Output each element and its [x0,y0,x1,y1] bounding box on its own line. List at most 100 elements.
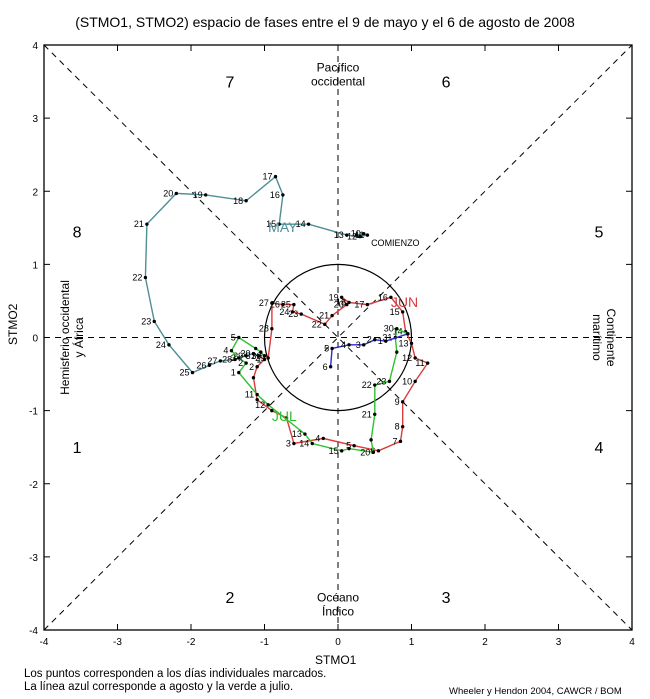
day-label: 20 [334,300,344,310]
chart-title: (STMO1, STMO2) espacio de fases entre el… [75,14,575,30]
x-tick-label: 2 [482,637,488,648]
region-label-line: Pacífico [317,60,360,74]
day-label: 20 [163,188,173,198]
data-point [362,343,366,347]
data-point [330,346,334,351]
data-point [398,439,403,444]
day-label: 18 [336,297,346,307]
day-label: 14 [299,439,309,449]
series-line-mayo [144,175,370,374]
data-point [339,295,344,299]
day-label: 4 [223,346,228,356]
day-label: 8 [395,422,400,432]
region-label: Continentemarítimo [590,308,618,366]
region-label-line: Continente [604,308,618,366]
data-point [369,438,373,442]
phase-number: 3 [442,590,451,607]
data-point [229,348,234,353]
data-point [281,193,285,197]
data-point [262,354,267,358]
data-point [395,350,399,354]
day-label: 24 [279,307,289,317]
day-label: 29 [255,353,265,363]
region-label-line: Índico [322,603,354,618]
data-point [270,301,274,305]
day-label: 15 [329,446,339,456]
data-point [373,412,377,416]
data-point [218,359,223,363]
day-label: 21 [319,311,329,321]
day-label: 13 [334,230,344,240]
data-point [251,351,256,356]
phase-number: 6 [442,75,451,92]
data-point [237,370,241,375]
x-tick-label: -4 [40,637,49,648]
data-point [387,379,392,384]
day-label: 26 [196,360,206,370]
day-label: 3 [231,353,236,363]
data-point [262,357,267,362]
data-point [277,222,281,226]
data-point [244,199,248,203]
data-point [425,361,430,365]
day-label: 10 [351,229,361,239]
day-label: 23 [376,376,386,386]
data-point [167,343,171,347]
region-label-line: Hemisferio occidental [58,280,72,395]
region-label-line: y África [71,317,86,357]
data-point [244,361,248,365]
x-tick-label: 1 [409,637,415,648]
y-tick-label: 0 [32,334,38,345]
data-point [237,335,241,340]
x-tick-label: -3 [113,637,122,648]
phase-number: 1 [73,440,82,457]
day-label: 12 [402,353,412,363]
day-label: 22 [132,273,142,283]
day-label: 22 [362,380,372,390]
data-point [251,376,256,380]
data-point [253,346,258,351]
data-point [152,319,156,324]
day-label: 21 [134,219,144,229]
phase-number: 7 [226,75,235,92]
day-label: 10 [402,376,412,386]
region-label-line: Océano [317,590,359,604]
y-axis-label: STMO2 [6,303,20,345]
day-label: 1 [378,336,383,346]
x-tick-label: -2 [187,637,196,648]
y-tick-label: 3 [32,114,38,125]
day-label: 7 [392,436,397,446]
data-point [330,313,334,318]
data-point [233,357,237,362]
day-label: 25 [281,300,291,310]
data-point [292,302,296,307]
day-label: 12 [347,232,357,242]
data-point [358,234,362,239]
data-point [273,174,278,179]
data-point [354,233,359,237]
phase-number: 5 [594,224,603,241]
region-label: Pacífico occidental [311,60,365,88]
day-label: 17 [263,172,273,182]
day-label: 9 [395,397,400,407]
data-point [400,310,405,314]
data-point [256,354,261,358]
data-point [145,222,149,226]
day-label: 30 [240,349,250,359]
day-label: 5 [346,441,351,451]
day-label: 1 [256,354,261,364]
data-point [339,449,344,453]
data-point [174,191,178,196]
region-label-line: occidental [311,74,365,88]
day-label: 19 [193,190,203,200]
data-point [255,397,259,402]
day-label: 17 [354,300,364,310]
day-label: 23 [288,309,298,319]
annotation-comienzo: COMIENZO [371,238,420,248]
day-label: 12 [255,400,265,410]
phase-number: 8 [73,224,82,241]
day-label: 20 [360,447,370,457]
footer-credit: Wheeler y Hendon 2004, CAWCR / BOM [449,686,622,697]
data-point [365,233,370,237]
day-label: 30 [384,324,394,334]
